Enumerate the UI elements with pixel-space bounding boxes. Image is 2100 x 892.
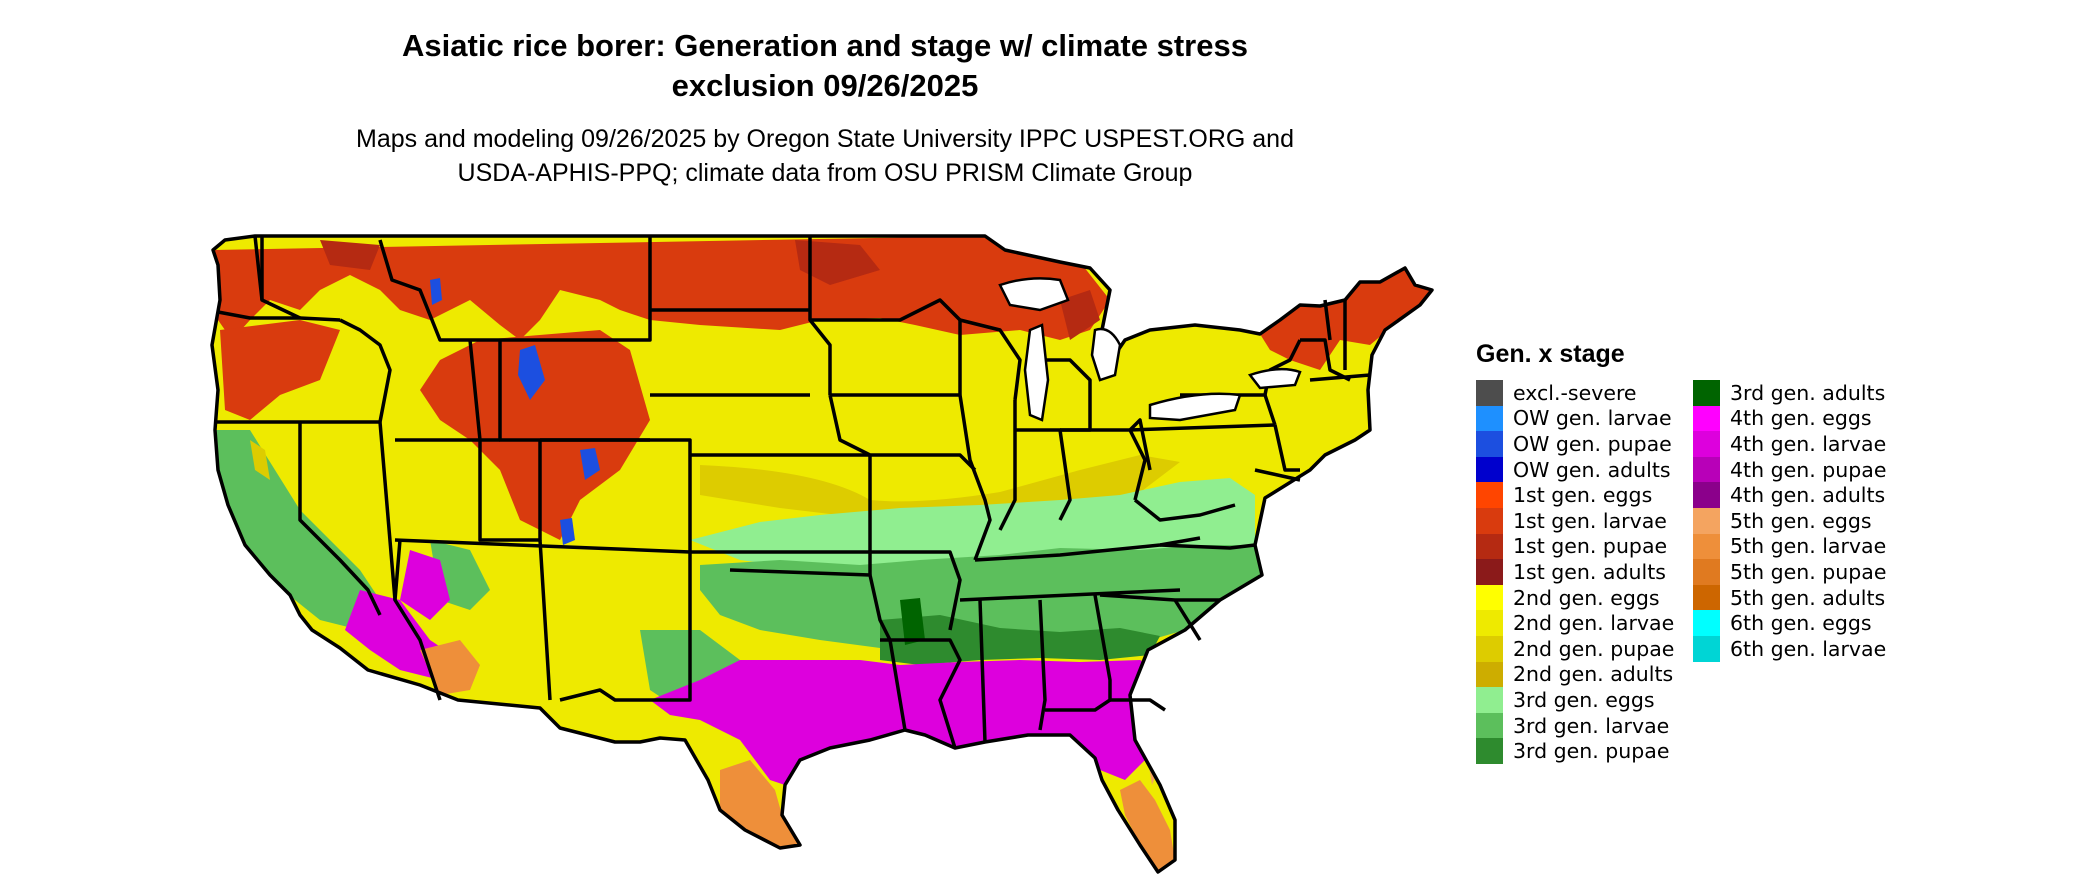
legend-swatch xyxy=(1476,584,1503,611)
legend-label: 3rd gen. pupae xyxy=(1513,739,1670,764)
legend-column-2: 3rd gen. adults 4th gen. eggs 4th gen. lar… xyxy=(1693,380,1886,662)
legend-label: 5th gen. pupae xyxy=(1730,559,1887,584)
title-line-1: Asiatic rice borer: Generation and stage… xyxy=(402,28,1248,63)
legend-swatch xyxy=(1693,482,1720,508)
legend-label: 4th gen. larvae xyxy=(1730,431,1887,456)
legend-label: 2nd gen. larvae xyxy=(1513,611,1675,636)
legend-swatch xyxy=(1476,661,1503,688)
legend-item: 3rd gen. adults xyxy=(1693,380,1886,406)
us-map xyxy=(210,234,1434,874)
legend-item: 4th gen. pupae xyxy=(1693,456,1887,483)
legend-item: 4th gen. larvae xyxy=(1693,431,1886,457)
legend-swatch xyxy=(1693,456,1720,483)
legend-item: 1st gen. pupae xyxy=(1476,533,1674,560)
legend-item: 2nd gen. pupae xyxy=(1476,635,1675,662)
legend-swatch xyxy=(1476,405,1503,432)
legend-label: 4th gen. adults xyxy=(1730,483,1886,508)
legend-item: 3rd gen. larvae xyxy=(1476,712,1674,739)
legend-label: 6th gen. eggs xyxy=(1730,611,1872,636)
legend-item: 2nd gen. larvae xyxy=(1476,610,1674,636)
legend-item: OW gen. larvae xyxy=(1476,405,1674,432)
legend-item: OW gen. adults xyxy=(1476,456,1674,483)
legend-swatch xyxy=(1693,533,1720,560)
legend-swatch xyxy=(1693,584,1720,611)
legend-label: 3rd gen. eggs xyxy=(1513,687,1655,712)
legend-item: 6th gen. eggs xyxy=(1693,610,1886,636)
legend-item: 1st gen. larvae xyxy=(1476,507,1674,534)
legend-label: OW gen. larvae xyxy=(1513,406,1672,431)
legend-swatch xyxy=(1693,559,1720,585)
legend-item: 5th gen. pupae xyxy=(1693,559,1886,585)
legend-swatch xyxy=(1693,635,1720,662)
legend-label: 1st gen. adults xyxy=(1513,559,1666,584)
legend-swatch xyxy=(1693,405,1720,432)
legend-swatch xyxy=(1476,431,1503,457)
title-line-2: exclusion 09/26/2025 xyxy=(671,68,979,103)
generation-stage-regions xyxy=(212,236,1432,872)
legend-swatch xyxy=(1693,507,1720,534)
legend-swatch xyxy=(1476,687,1503,713)
legend-label: OW gen. pupae xyxy=(1513,431,1672,456)
great-lakes xyxy=(998,277,1302,422)
legend-label: 1st gen. pupae xyxy=(1513,534,1668,559)
legend-swatch xyxy=(1476,738,1503,764)
legend-item: 3rd gen. eggs xyxy=(1476,687,1674,713)
legend-swatch xyxy=(1476,380,1503,406)
legend-item: 6th gen. larvae xyxy=(1693,635,1887,662)
legend-item: 5th gen. eggs xyxy=(1693,507,1886,534)
legend-item: 5th gen. larvae xyxy=(1693,533,1887,560)
legend-label: 2nd gen. pupae xyxy=(1513,636,1675,661)
legend-swatch xyxy=(1476,482,1503,508)
legend-label: 3rd gen. larvae xyxy=(1513,713,1670,738)
legend-swatch xyxy=(1693,380,1720,406)
legend-swatch xyxy=(1476,712,1503,739)
legend-swatch xyxy=(1476,456,1503,483)
legend-swatch xyxy=(1476,507,1503,534)
legend-swatch xyxy=(1476,635,1503,662)
legend-swatch xyxy=(1476,559,1503,585)
legend-label: 5th gen. eggs xyxy=(1730,508,1872,533)
legend-swatch xyxy=(1693,610,1720,636)
legend-label: 4th gen. pupae xyxy=(1730,457,1887,482)
legend-label: 6th gen. larvae xyxy=(1730,636,1887,661)
legend-swatch xyxy=(1476,533,1503,560)
state-boundaries xyxy=(210,234,1434,874)
subtitle-line-2: USDA-APHIS-PPQ; climate data from OSU PR… xyxy=(457,159,1193,187)
legend-label: OW gen. adults xyxy=(1513,457,1671,482)
legend-label: 2nd gen. adults xyxy=(1513,662,1674,687)
legend-item: 3rd gen. pupae xyxy=(1476,738,1674,764)
legend-item: OW gen. pupae xyxy=(1476,431,1674,457)
legend-column-1: excl.-severe OW gen. larvae OW gen. pupae O… xyxy=(1476,380,1674,764)
legend-item: 5th gen. adults xyxy=(1693,584,1886,611)
legend-item: 4th gen. adults xyxy=(1693,482,1886,508)
legend-item: 2nd gen. eggs xyxy=(1476,584,1674,611)
legend-item: 1st gen. eggs xyxy=(1476,482,1674,508)
legend-item: 2nd gen. adults xyxy=(1476,661,1674,688)
legend-label: excl.-severe xyxy=(1513,380,1637,405)
legend-item: excl.-severe xyxy=(1476,380,1674,406)
legend-label: 5th gen. larvae xyxy=(1730,534,1887,559)
legend-swatch xyxy=(1693,431,1720,457)
legend-label: 3rd gen. adults xyxy=(1730,380,1886,405)
legend-label: 1st gen. larvae xyxy=(1513,508,1667,533)
subtitle-line-1: Maps and modeling 09/26/2025 by Oregon S… xyxy=(356,125,1294,153)
legend-label: 1st gen. eggs xyxy=(1513,483,1653,508)
legend-swatch xyxy=(1476,610,1503,636)
legend-item: 1st gen. adults xyxy=(1476,559,1674,585)
legend-label: 5th gen. adults xyxy=(1730,585,1886,610)
legend-item: 4th gen. eggs xyxy=(1693,405,1886,432)
legend-title: Gen. x stage xyxy=(1476,340,1625,368)
legend-label: 2nd gen. eggs xyxy=(1513,585,1660,610)
legend-label: 4th gen. eggs xyxy=(1730,406,1872,431)
